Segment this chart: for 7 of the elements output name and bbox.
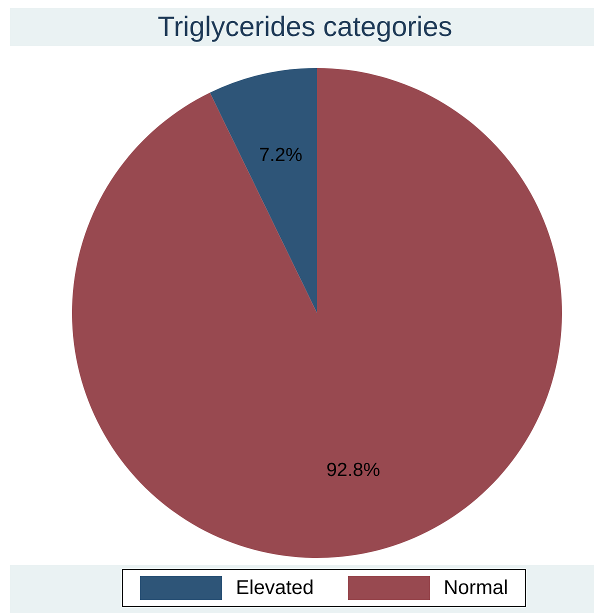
- pie-slice: [210, 68, 317, 313]
- legend-label: Elevated: [236, 576, 314, 600]
- data-label: 7.2%: [259, 144, 302, 166]
- legend-label: Normal: [444, 576, 508, 600]
- chart-title: Triglycerides categories: [10, 8, 594, 46]
- pie-slice: [72, 68, 562, 558]
- data-label: 92.8%: [326, 460, 380, 482]
